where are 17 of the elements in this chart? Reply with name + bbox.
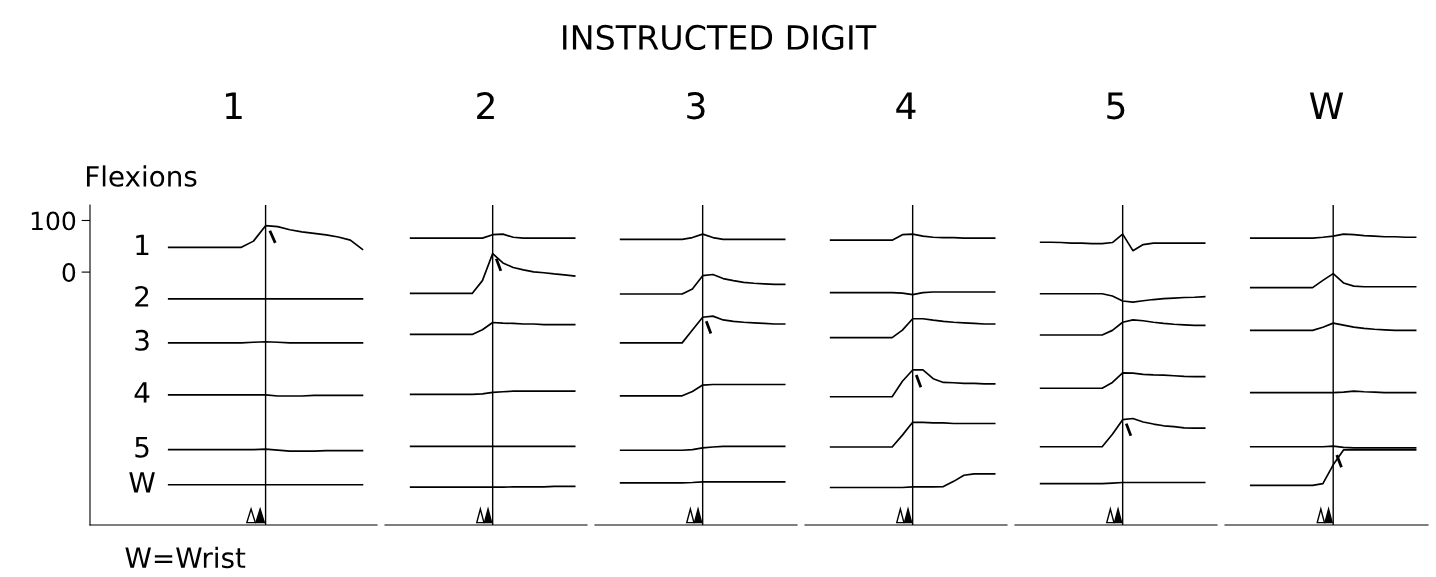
chart-title: W — [1309, 92, 1344, 119]
y-tick-label: 100 — [31, 211, 76, 231]
series-label: 1 — [136, 234, 149, 255]
series-label: 4 — [134, 382, 150, 403]
y-tick-label: 0 — [62, 263, 76, 282]
chart-title: 2 — [477, 92, 494, 119]
chart-title: 3 — [687, 92, 705, 120]
text: INSTRUCTED DIGIT — [563, 24, 877, 51]
y-axis-title: Flexions — [86, 165, 197, 187]
chart-title: 4 — [896, 92, 916, 119]
series-label: 5 — [135, 437, 149, 458]
series-label: W — [129, 472, 155, 493]
chart-title: 5 — [1107, 92, 1125, 120]
series-label: 2 — [135, 285, 149, 307]
text: W=Wrist — [125, 546, 246, 569]
series-label: 3 — [135, 329, 149, 351]
chart-title: 1 — [225, 92, 242, 119]
